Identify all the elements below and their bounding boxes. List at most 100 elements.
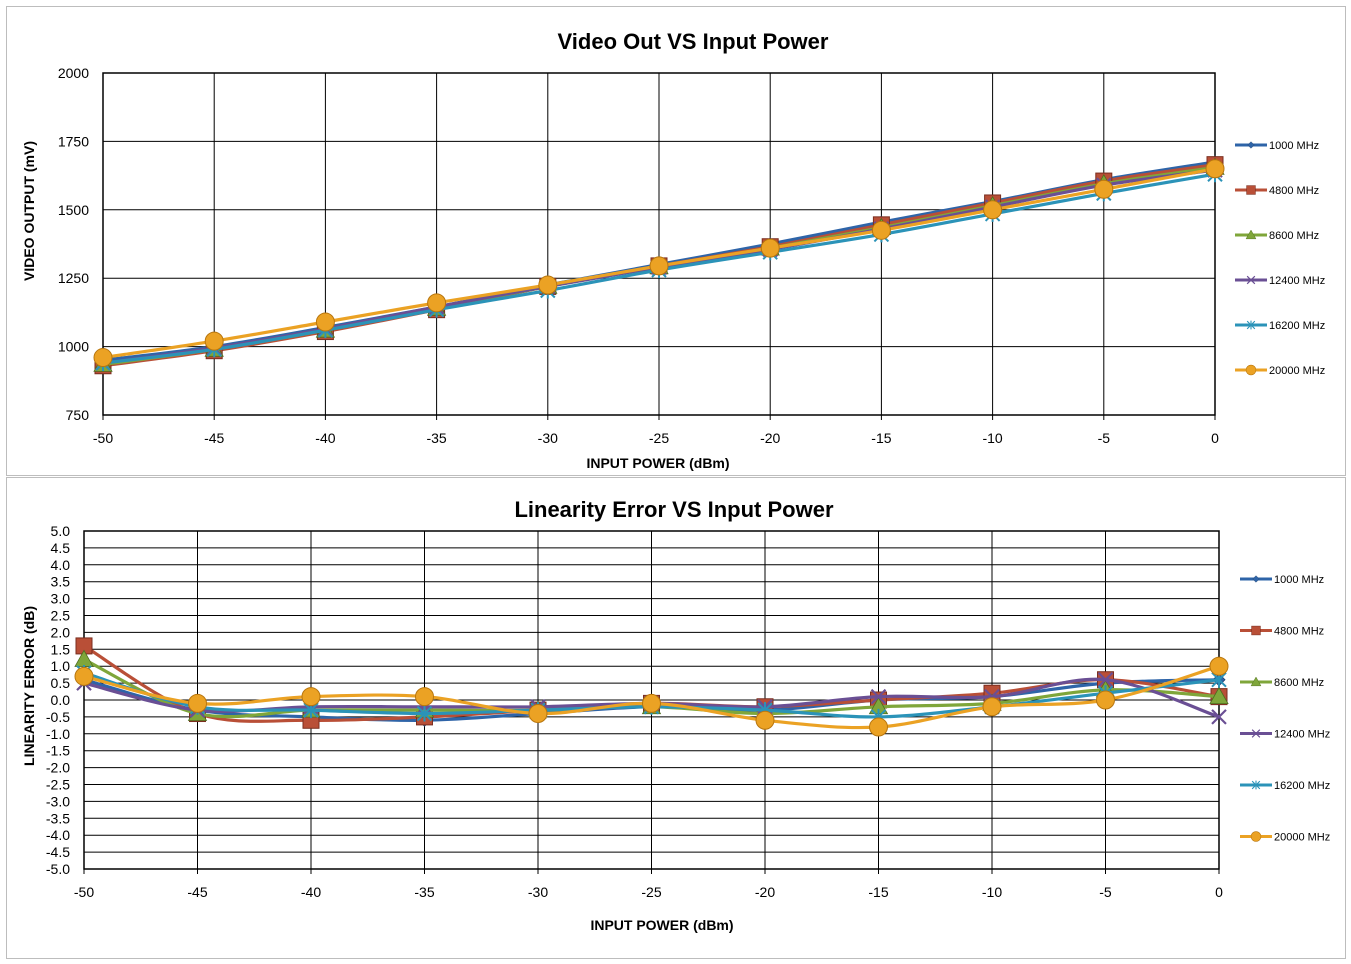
y-tick-label: -2.0 [46,760,70,776]
plot-area-frame [102,72,1216,416]
x-tick-label: -10 [982,430,1002,446]
data-point [760,238,780,258]
legend-entry: 4800 MHz [1235,185,1319,197]
y-tick-label: 5.0 [51,523,71,539]
x-tick-label: -15 [871,430,891,446]
data-point [982,697,1002,717]
data-point [93,348,113,368]
legend-entry: 4800 MHz [1240,626,1324,638]
x-tick-label: -25 [649,430,669,446]
y-tick-label: -0.5 [46,709,70,725]
y-tick-label: 4.5 [51,540,71,556]
data-point [74,666,94,686]
x-tick-label: -45 [187,884,207,900]
data-point [538,275,558,295]
x-tick-label: -30 [528,884,548,900]
chart-title: Linearity Error VS Input Power [514,497,834,522]
y-tick-label: -1.0 [46,726,70,742]
data-point [983,200,1003,220]
legend-label: 1000 MHz [1274,574,1324,586]
y-tick-label: 1.5 [51,641,71,657]
legend-entry: 8600 MHz [1235,229,1319,242]
data-point [1209,656,1229,676]
x-tick-label: -40 [301,884,321,900]
legend-entry: 1000 MHz [1240,574,1324,586]
y-tick-label: 1000 [58,339,89,355]
legend-label: 16200 MHz [1274,780,1330,792]
y-tick-label: 2000 [58,65,89,81]
legend-label: 4800 MHz [1274,626,1324,638]
chart-title: Video Out VS Input Power [558,29,829,54]
data-point [649,256,669,276]
y-tick-label: 0.5 [51,675,71,691]
data-point [1211,709,1227,725]
data-point [1205,159,1225,179]
legend-label: 8600 MHz [1274,677,1324,689]
x-tick-label: -30 [538,430,558,446]
x-tick-label: -45 [204,430,224,446]
data-point [315,312,335,332]
data-point [871,220,891,240]
y-axis-label: LINEARITY ERROR (dB) [21,606,37,766]
legend-swatch-marker [1250,676,1262,687]
gridlines [102,72,1216,420]
data-point [427,293,447,313]
y-tick-label: 4.0 [51,557,71,573]
x-tick-label: -10 [982,884,1002,900]
x-axis-label: INPUT POWER (dBm) [586,455,729,471]
y-tick-label: 3.0 [51,591,71,607]
x-axis-label: INPUT POWER (dBm) [590,917,733,933]
x-tick-label: -35 [426,430,446,446]
legend-swatch-marker [1245,364,1257,376]
y-tick-label: 1500 [58,202,89,218]
legend-swatch-marker [1250,831,1262,842]
y-tick-label: -3.5 [46,810,70,826]
legend-label: 1000 MHz [1269,140,1319,152]
data-point [204,331,224,351]
y-tick-label: 2.5 [51,608,71,624]
data-point [301,687,321,707]
x-tick-label: -40 [315,430,335,446]
x-tick-label: -50 [93,430,113,446]
legend-swatch-marker [1246,320,1256,330]
legend-swatch-marker [1245,229,1257,240]
chart-video-out: Video Out VS Input Power INPUT POWER (dB… [21,29,1325,471]
series-20000-mhz [74,656,1229,737]
data-point [188,693,207,713]
y-tick-label: 1750 [58,133,89,149]
legend-entry: 20000 MHz [1240,831,1330,844]
legend-entry: 16200 MHz [1240,780,1330,792]
legend-entry: 20000 MHz [1235,364,1325,377]
data-point [1209,686,1229,705]
data-point [870,688,887,705]
x-tick-label: -5 [1098,430,1111,446]
legend-entry: 8600 MHz [1240,676,1324,689]
y-tick-label: 1.0 [51,658,71,674]
y-tick-label: -4.5 [46,844,70,860]
legend-label: 12400 MHz [1269,275,1325,287]
chart-panel-linearity-error: Linearity Error VS Input Power INPUT POW… [6,477,1346,959]
legend-label: 20000 MHz [1269,365,1325,377]
y-tick-label: -3.0 [46,793,70,809]
legend-swatch-marker [1251,780,1261,790]
legend-entry: 16200 MHz [1235,320,1325,332]
data-point [1094,179,1114,199]
data-point [415,687,434,707]
legend-label: 16200 MHz [1269,320,1325,332]
y-tick-label: 0.0 [51,692,71,708]
legend-label: 8600 MHz [1269,230,1319,242]
legend-swatch-marker [1251,729,1261,738]
x-tick-label: -35 [414,884,434,900]
x-tick-label: -50 [74,884,94,900]
legend-swatch-marker [1246,185,1256,195]
y-tick-label: 3.5 [51,574,71,590]
chart-linearity-error: Linearity Error VS Input Power INPUT POW… [21,497,1330,933]
x-tick-label: -20 [760,430,780,446]
legend-entry: 12400 MHz [1240,729,1330,741]
x-tick-label: -15 [868,884,888,900]
legend-label: 20000 MHz [1274,832,1330,844]
chart-panel-video-out: Video Out VS Input Power INPUT POWER (dB… [6,6,1346,476]
legend-entry: 12400 MHz [1235,275,1325,287]
data-point [416,705,433,722]
